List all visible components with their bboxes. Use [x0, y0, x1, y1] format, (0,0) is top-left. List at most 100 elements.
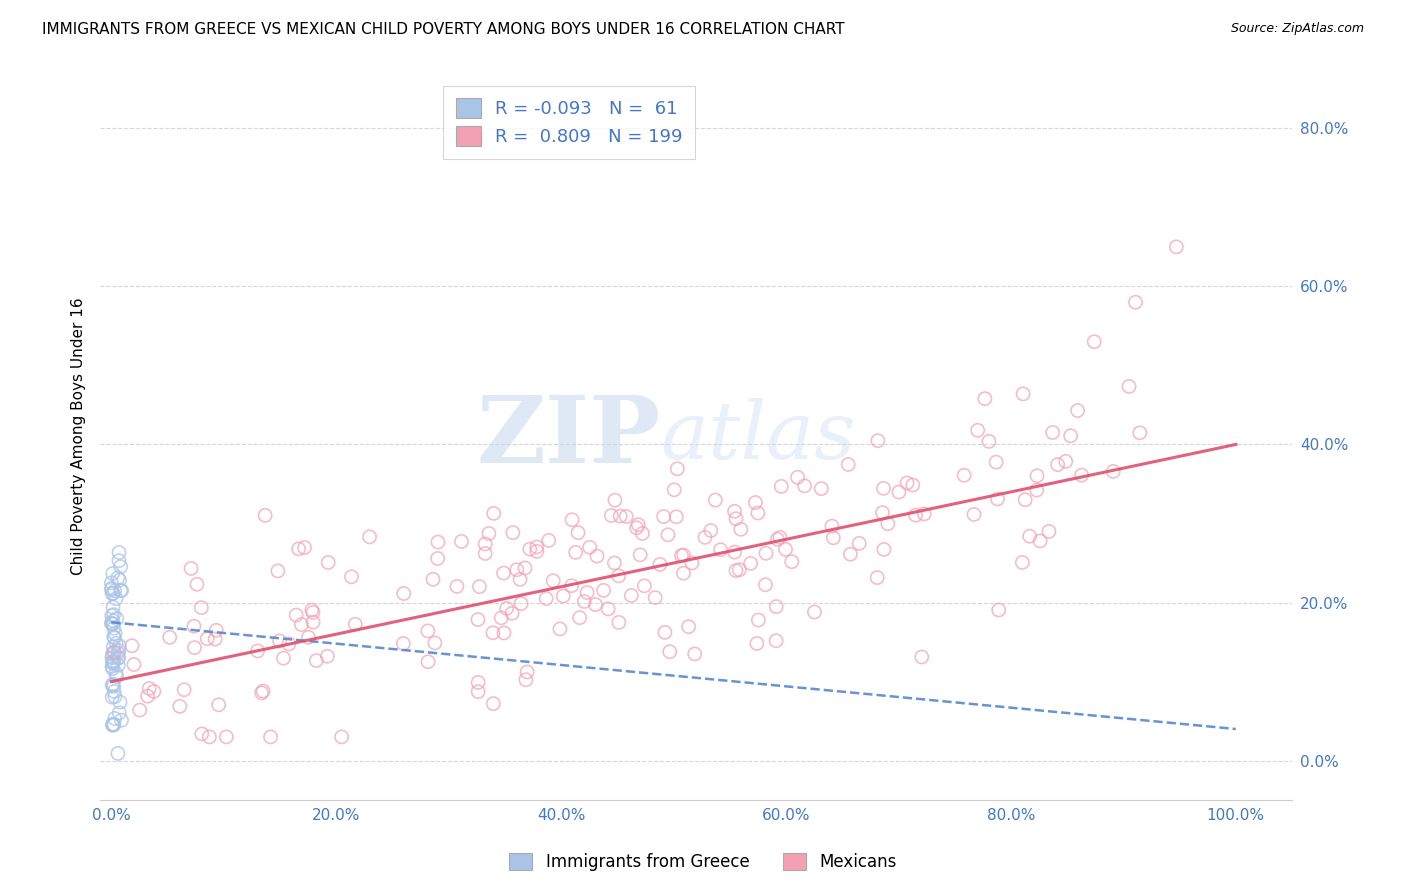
Point [101, 677, 124, 691]
Point [541, 574, 564, 588]
Text: atlas: atlas [661, 398, 856, 475]
Point [107, 650, 129, 665]
Point [205, 624, 228, 638]
Point [103, 607, 125, 622]
Point [482, 625, 505, 640]
Point [101, 616, 124, 631]
Point [198, 730, 221, 744]
Point [724, 564, 747, 578]
Point [561, 579, 583, 593]
Point [583, 598, 606, 612]
Point [107, 646, 129, 660]
Point [101, 655, 124, 669]
Point [700, 524, 723, 538]
Point [359, 530, 381, 544]
Point [598, 602, 620, 616]
Point [576, 585, 599, 599]
Point [297, 630, 319, 644]
Point [159, 630, 181, 644]
Point [672, 566, 695, 581]
Point [101, 690, 124, 705]
Point [128, 703, 150, 717]
Point [740, 557, 762, 571]
Point [1102, 464, 1125, 478]
Point [101, 659, 124, 673]
Point [1042, 425, 1064, 440]
Point [648, 558, 671, 572]
Point [548, 622, 571, 636]
Point [101, 650, 124, 665]
Point [803, 605, 825, 619]
Point [873, 542, 896, 557]
Point [1029, 533, 1052, 548]
Point [103, 684, 125, 698]
Point [173, 682, 195, 697]
Point [747, 613, 769, 627]
Point [592, 583, 614, 598]
Point [526, 540, 548, 554]
Point [631, 526, 654, 541]
Point [724, 545, 747, 559]
Point [681, 556, 703, 570]
Point [302, 615, 325, 630]
Point [101, 600, 124, 615]
Point [644, 591, 666, 605]
Point [489, 611, 512, 625]
Y-axis label: Child Poverty Among Boys Under 16: Child Poverty Among Boys Under 16 [72, 298, 86, 575]
Point [316, 649, 339, 664]
Text: IMMIGRANTS FROM GREECE VS MEXICAN CHILD POVERTY AMONG BOYS UNDER 16 CORRELATION : IMMIGRANTS FROM GREECE VS MEXICAN CHILD … [42, 22, 845, 37]
Point [966, 423, 988, 437]
Point [467, 613, 489, 627]
Point [122, 657, 145, 672]
Point [108, 706, 131, 720]
Point [142, 684, 165, 698]
Point [866, 571, 889, 585]
Point [103, 630, 125, 644]
Point [101, 662, 124, 676]
Point [416, 655, 439, 669]
Point [652, 509, 675, 524]
Point [108, 545, 131, 559]
Point [108, 695, 131, 709]
Point [564, 545, 586, 559]
Point [876, 516, 898, 531]
Point [747, 506, 769, 520]
Point [1129, 425, 1152, 440]
Point [426, 535, 449, 549]
Point [186, 577, 208, 591]
Point [1014, 492, 1036, 507]
Point [1066, 403, 1088, 417]
Point [810, 482, 832, 496]
Point [294, 541, 316, 555]
Point [259, 730, 281, 744]
Point [111, 583, 134, 598]
Point [474, 537, 496, 551]
Point [100, 581, 122, 595]
Point [506, 563, 529, 577]
Point [1038, 524, 1060, 539]
Point [1012, 387, 1035, 401]
Point [103, 621, 125, 635]
Point [1125, 295, 1147, 310]
Point [963, 508, 986, 522]
Point [1054, 454, 1077, 468]
Point [657, 528, 679, 542]
Point [474, 546, 496, 560]
Point [823, 531, 845, 545]
Point [101, 647, 124, 661]
Point [103, 631, 125, 645]
Point [693, 530, 716, 544]
Point [872, 506, 894, 520]
Point [246, 644, 269, 658]
Point [183, 640, 205, 655]
Point [108, 554, 131, 568]
Point [1018, 529, 1040, 543]
Point [105, 612, 128, 626]
Point [745, 636, 768, 650]
Point [183, 619, 205, 633]
Point [821, 519, 844, 533]
Point [1046, 458, 1069, 472]
Point [277, 637, 299, 651]
Point [254, 508, 277, 523]
Point [423, 636, 446, 650]
